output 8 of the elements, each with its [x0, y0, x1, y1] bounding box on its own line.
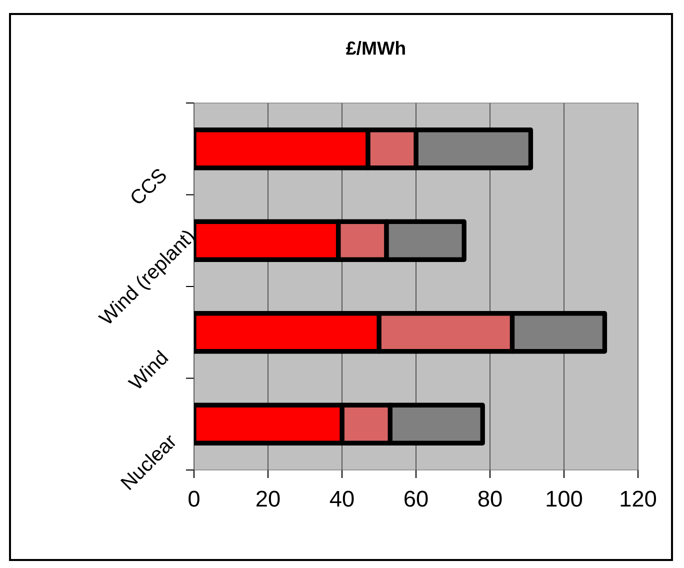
x-tick-label: 40: [330, 490, 354, 507]
chart-title: £/MWh: [346, 41, 405, 55]
x-tick-label: 100: [546, 490, 582, 507]
x-tick-label: 0: [188, 490, 200, 507]
x-tick-label: 80: [478, 490, 502, 507]
x-tick-label: 120: [620, 490, 656, 507]
x-tick-label: 20: [256, 490, 280, 507]
x-tick-label: 60: [404, 490, 428, 507]
